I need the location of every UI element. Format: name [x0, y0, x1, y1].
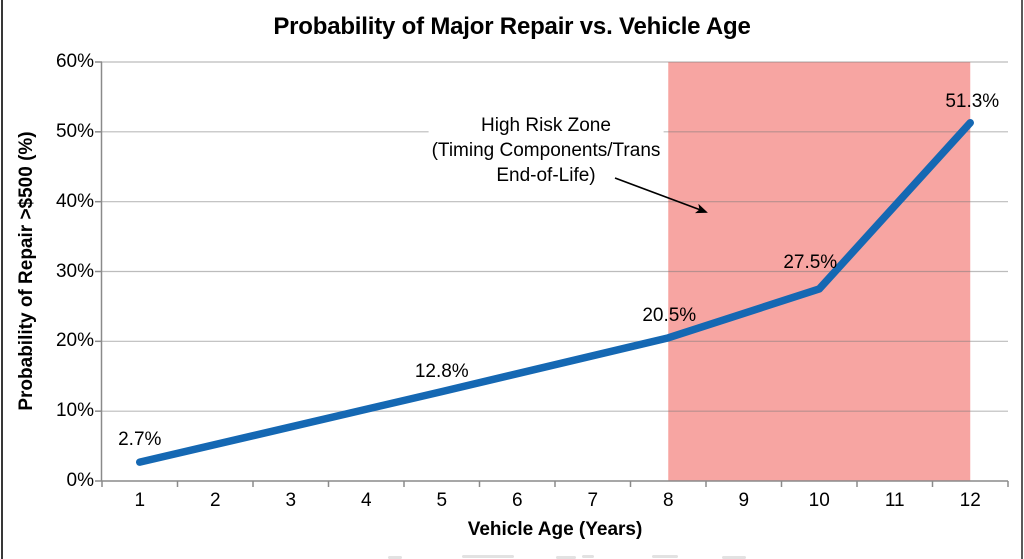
frame-edge-left: [1, 0, 3, 559]
annotation-arrow: [614, 177, 708, 214]
cropped-content-remnant: [722, 556, 746, 559]
annotation-line-2: (Timing Components/Trans: [431, 140, 661, 161]
cropped-content-remnant: [388, 556, 402, 559]
cropped-content-remnant: [582, 555, 594, 558]
x-axis-title: Vehicle Age (Years): [467, 519, 643, 540]
cropped-content-remnant: [556, 556, 576, 559]
frame-edge-right: [1021, 0, 1023, 559]
trend-line: [136, 119, 974, 466]
high-risk-zone-annotation: High Risk Zone (Timing Components/Trans …: [428, 113, 664, 188]
chart-title: Probability of Major Repair vs. Vehicle …: [273, 13, 751, 40]
cropped-content-remnant: [462, 555, 514, 558]
annotation-line-3: End-of-Life): [496, 165, 596, 186]
annotation-line-1: High Risk Zone: [481, 115, 611, 136]
cropped-content-remnant: [652, 555, 678, 558]
